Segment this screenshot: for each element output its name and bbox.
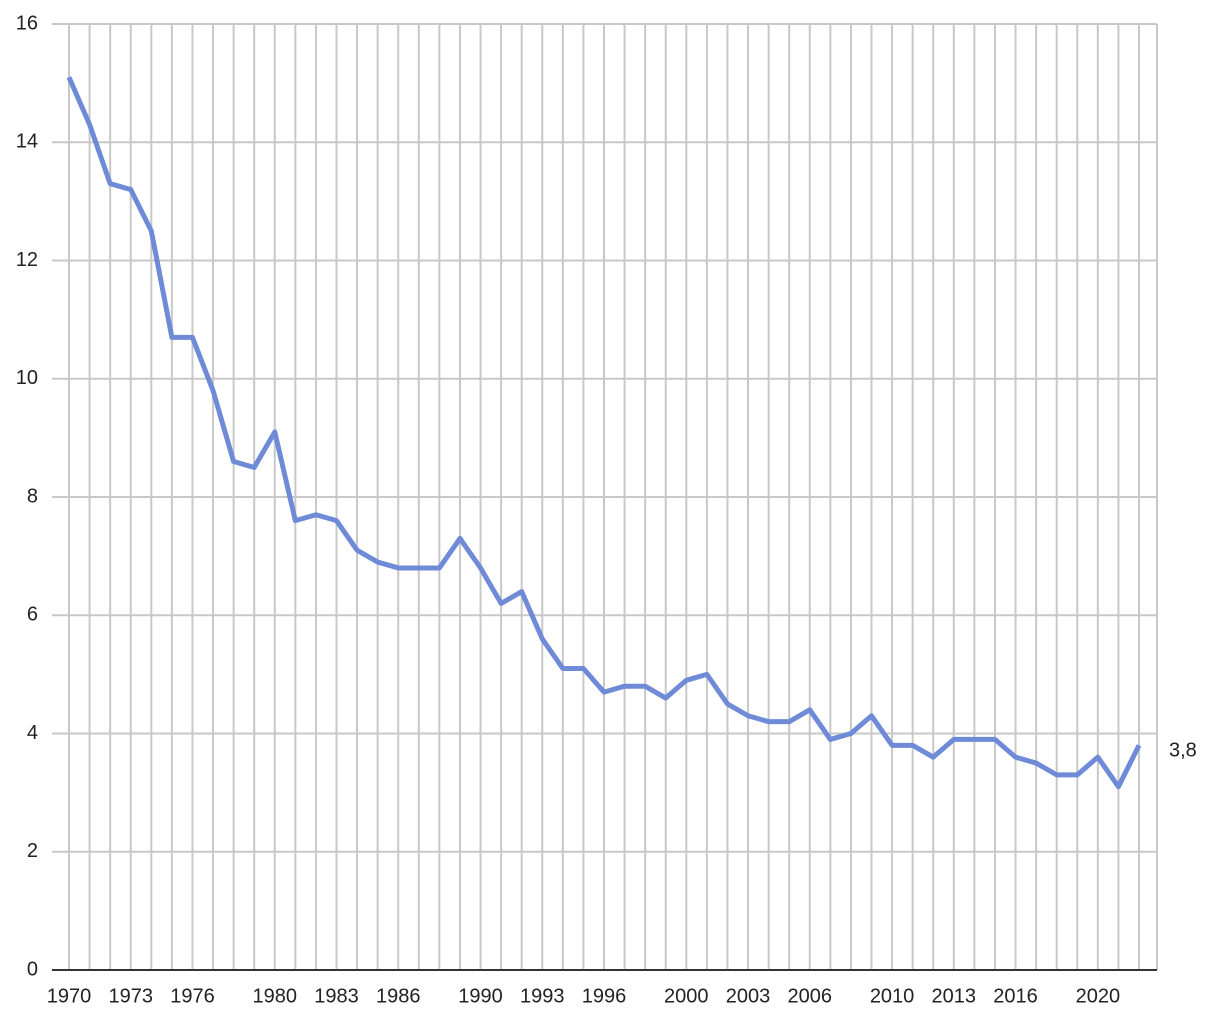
x-tick-label: 1973 <box>108 985 153 1007</box>
x-tick-label: 1990 <box>458 985 503 1007</box>
x-tick-label: 2020 <box>1076 985 1121 1007</box>
y-tick-label: 8 <box>27 485 38 507</box>
x-tick-label: 2010 <box>870 985 915 1007</box>
x-tick-label: 2000 <box>664 985 709 1007</box>
x-tick-label: 2016 <box>993 985 1038 1007</box>
x-tick-label: 2013 <box>932 985 977 1007</box>
y-tick-label: 12 <box>16 249 38 271</box>
x-tick-label: 1980 <box>253 985 298 1007</box>
x-tick-label: 1976 <box>170 985 215 1007</box>
x-tick-label: 1993 <box>520 985 565 1007</box>
y-tick-label: 16 <box>16 12 38 34</box>
y-tick-label: 4 <box>27 722 38 744</box>
y-tick-label: 0 <box>27 958 38 980</box>
x-tick-label: 2003 <box>726 985 771 1007</box>
y-tick-label: 6 <box>27 604 38 626</box>
x-tick-label: 1996 <box>582 985 627 1007</box>
y-tick-label: 14 <box>16 131 38 153</box>
y-tick-label: 2 <box>27 840 38 862</box>
x-tick-label: 1986 <box>376 985 421 1007</box>
value-label: 3,8 <box>1169 740 1197 762</box>
x-tick-label: 1970 <box>47 985 92 1007</box>
y-tick-label: 10 <box>16 367 38 389</box>
x-tick-label: 1983 <box>314 985 359 1007</box>
data-line <box>66 76 1142 790</box>
x-tick-label: 2006 <box>788 985 833 1007</box>
